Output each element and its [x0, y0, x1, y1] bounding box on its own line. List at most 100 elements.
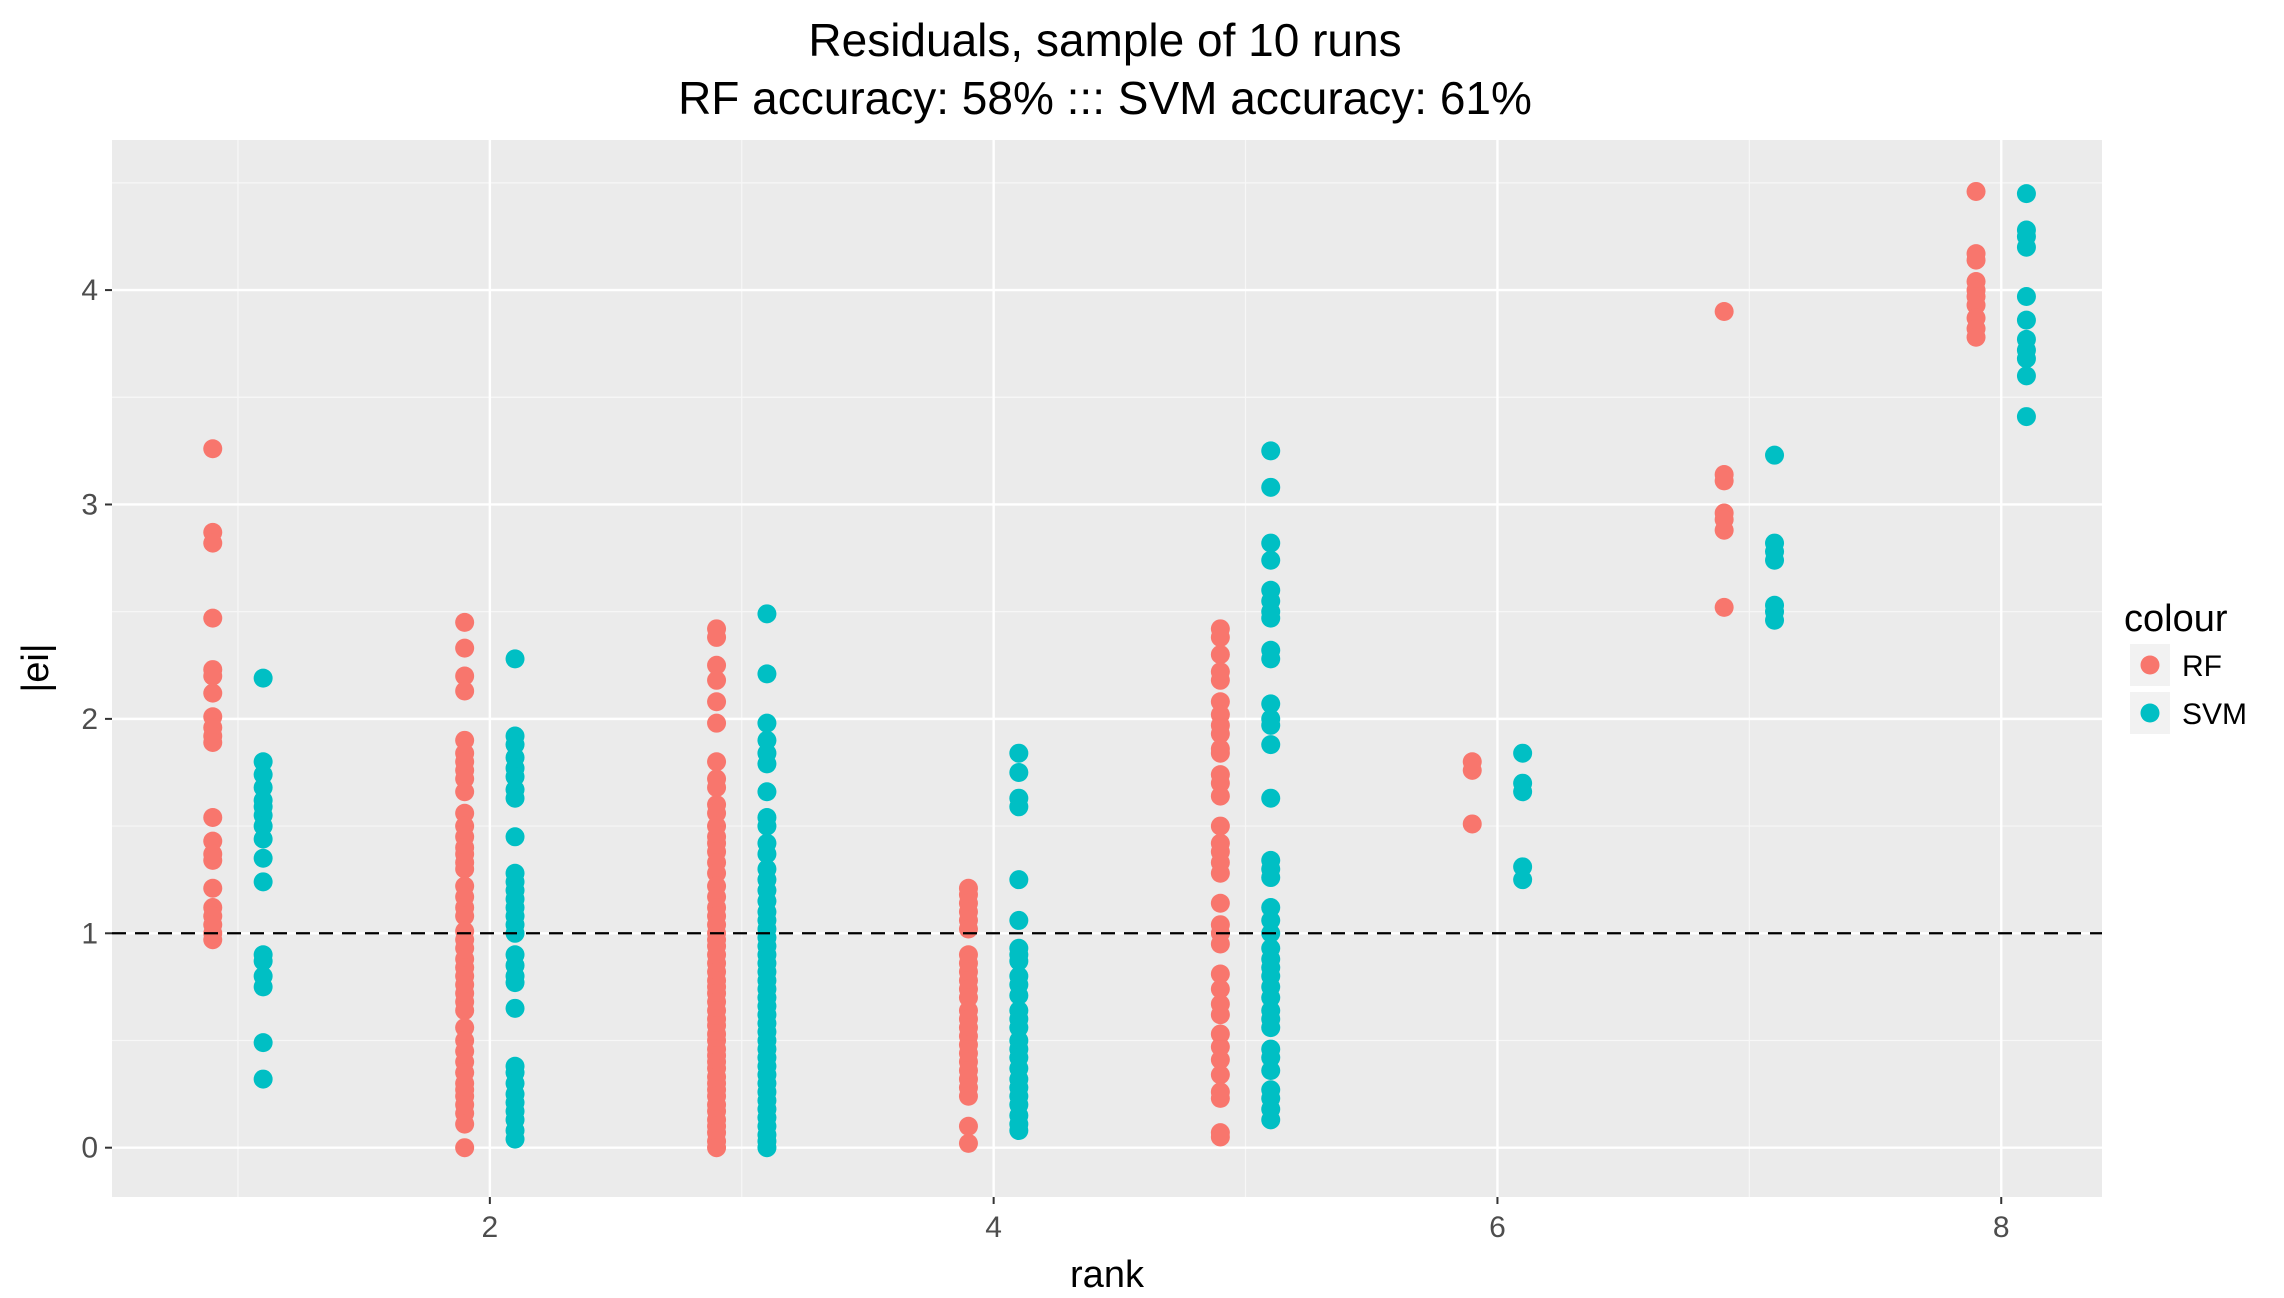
point-svm: [505, 1129, 525, 1149]
point-svm: [757, 816, 777, 836]
point-svm: [1261, 441, 1281, 461]
points-layer: [203, 181, 2036, 1158]
point-svm: [505, 998, 525, 1018]
point-svm: [757, 713, 777, 733]
point-svm: [1261, 694, 1281, 714]
point-rf: [455, 666, 475, 686]
point-rf: [958, 919, 978, 939]
point-rf: [707, 655, 727, 675]
point-rf: [1210, 645, 1230, 665]
point-rf: [1966, 327, 1986, 347]
point-rf: [1462, 814, 1482, 834]
point-svm: [1765, 550, 1785, 570]
point-rf: [707, 692, 727, 712]
point-svm: [1261, 788, 1281, 808]
point-svm: [1261, 715, 1281, 735]
point-rf: [958, 1133, 978, 1153]
legend: colour RF SVM: [2124, 598, 2247, 734]
point-svm: [1261, 868, 1281, 888]
point-rf: [203, 439, 223, 459]
point-rf: [1714, 302, 1734, 322]
point-svm: [253, 668, 273, 688]
point-svm: [2016, 184, 2036, 204]
point-svm: [505, 788, 525, 808]
point-rf: [203, 930, 223, 950]
point-svm: [1261, 533, 1281, 553]
point-rf: [203, 666, 223, 686]
y-tick-label: 2: [81, 703, 98, 736]
point-rf: [455, 906, 475, 926]
point-svm: [1261, 477, 1281, 497]
x-tick-label: 4: [985, 1211, 1002, 1244]
legend-label-rf: RF: [2182, 650, 2222, 683]
point-svm: [253, 1033, 273, 1053]
point-rf: [1210, 1005, 1230, 1025]
point-rf: [203, 808, 223, 828]
y-tick-label: 4: [81, 274, 98, 307]
legend-item-svm: SVM: [2130, 692, 2247, 734]
point-svm: [757, 1138, 777, 1158]
point-rf: [455, 1000, 475, 1020]
point-svm: [505, 649, 525, 669]
point-rf: [455, 1138, 475, 1158]
chart-title: Residuals, sample of 10 runs: [808, 14, 1401, 66]
point-rf: [1714, 597, 1734, 617]
point-rf: [958, 1116, 978, 1136]
legend-label-svm: SVM: [2182, 698, 2247, 731]
minor-gridlines: [112, 140, 2102, 1197]
x-tick-label: 8: [1993, 1211, 2010, 1244]
y-tick-label: 3: [81, 488, 98, 521]
point-svm: [505, 827, 525, 847]
point-svm: [757, 782, 777, 802]
point-svm: [1261, 608, 1281, 628]
point-rf: [1210, 724, 1230, 744]
point-rf: [203, 878, 223, 898]
point-svm: [2016, 349, 2036, 369]
point-rf: [203, 683, 223, 703]
point-svm: [1009, 870, 1029, 890]
point-svm: [1009, 743, 1029, 763]
point-svm: [1513, 870, 1533, 890]
point-svm: [1261, 1061, 1281, 1081]
point-svm: [1261, 550, 1281, 570]
point-rf: [203, 608, 223, 628]
point-svm: [253, 848, 273, 868]
point-rf: [1462, 760, 1482, 780]
point-rf: [1210, 1088, 1230, 1108]
point-rf: [707, 627, 727, 647]
legend-dot-svm: [2140, 703, 2160, 723]
point-svm: [1261, 1110, 1281, 1130]
point-rf: [203, 732, 223, 752]
point-rf: [1966, 181, 1986, 201]
point-svm: [757, 664, 777, 684]
point-rf: [203, 533, 223, 553]
point-svm: [253, 829, 273, 849]
point-rf: [1714, 471, 1734, 491]
point-svm: [1009, 1121, 1029, 1141]
point-svm: [1009, 762, 1029, 782]
point-rf: [1210, 964, 1230, 984]
point-svm: [1513, 743, 1533, 763]
point-svm: [2016, 287, 2036, 307]
y-tick-label: 0: [81, 1132, 98, 1165]
point-rf: [1210, 627, 1230, 647]
point-rf: [1210, 1050, 1230, 1070]
point-svm: [757, 844, 777, 864]
y-axis-title: |ei|: [15, 643, 57, 692]
y-axis: 0 1 2 3 4: [81, 274, 112, 1165]
point-rf: [1210, 816, 1230, 836]
point-rf: [455, 859, 475, 879]
point-svm: [1261, 649, 1281, 669]
point-rf: [1210, 786, 1230, 806]
point-svm: [2016, 237, 2036, 257]
point-svm: [253, 951, 273, 971]
point-svm: [253, 872, 273, 892]
x-tick-label: 2: [482, 1211, 499, 1244]
point-rf: [1210, 1065, 1230, 1085]
point-rf: [1210, 934, 1230, 954]
point-svm: [1009, 951, 1029, 971]
point-rf: [958, 1086, 978, 1106]
point-rf: [455, 638, 475, 658]
